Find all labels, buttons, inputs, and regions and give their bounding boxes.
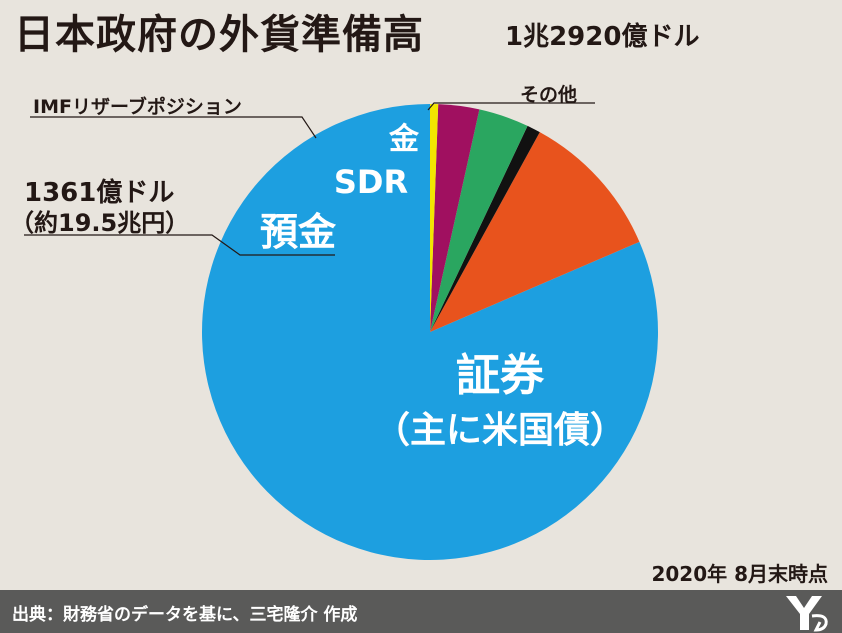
- pie-slice-5: [430, 104, 439, 332]
- pie-slice-2: [430, 125, 540, 332]
- author-logo-icon: [786, 596, 828, 632]
- callout-deposits-yen: （約19.5兆円）: [10, 209, 190, 237]
- callout-deposits-amount: 1361億ドル: [24, 178, 175, 208]
- chart-title: 日本政府の外貨準備高: [14, 12, 424, 58]
- pie-slice-4: [430, 104, 480, 333]
- slice-sublabel-0: （主に米国債）: [374, 410, 626, 451]
- slice-label-3: SDR: [334, 163, 408, 201]
- footer-bar: 出典：財務省のデータを基に、三宅隆介 作成: [0, 590, 842, 633]
- as-of-date: 2020年 8月末時点: [651, 562, 828, 586]
- slice-label-1: 預金: [260, 210, 337, 254]
- pie-chart: 証券 （主に米国債） 預金 SDR 金: [24, 102, 659, 560]
- pie-slice-3: [430, 109, 528, 332]
- leader-line-other: [427, 102, 595, 111]
- source-note: 出典：財務省のデータを基に、三宅隆介 作成: [12, 605, 358, 625]
- slice-label-4: 金: [388, 122, 420, 157]
- pie-slice-1: [430, 132, 640, 332]
- leader-line-imf: [30, 116, 317, 139]
- slice-label-0: 証券: [456, 350, 545, 401]
- leader-line-deposits: [24, 234, 335, 256]
- callout-imf: IMFリザーブポジション: [33, 96, 242, 118]
- callout-other: その他: [520, 84, 578, 106]
- chart-subtitle: 1兆2920億ドル: [505, 22, 700, 52]
